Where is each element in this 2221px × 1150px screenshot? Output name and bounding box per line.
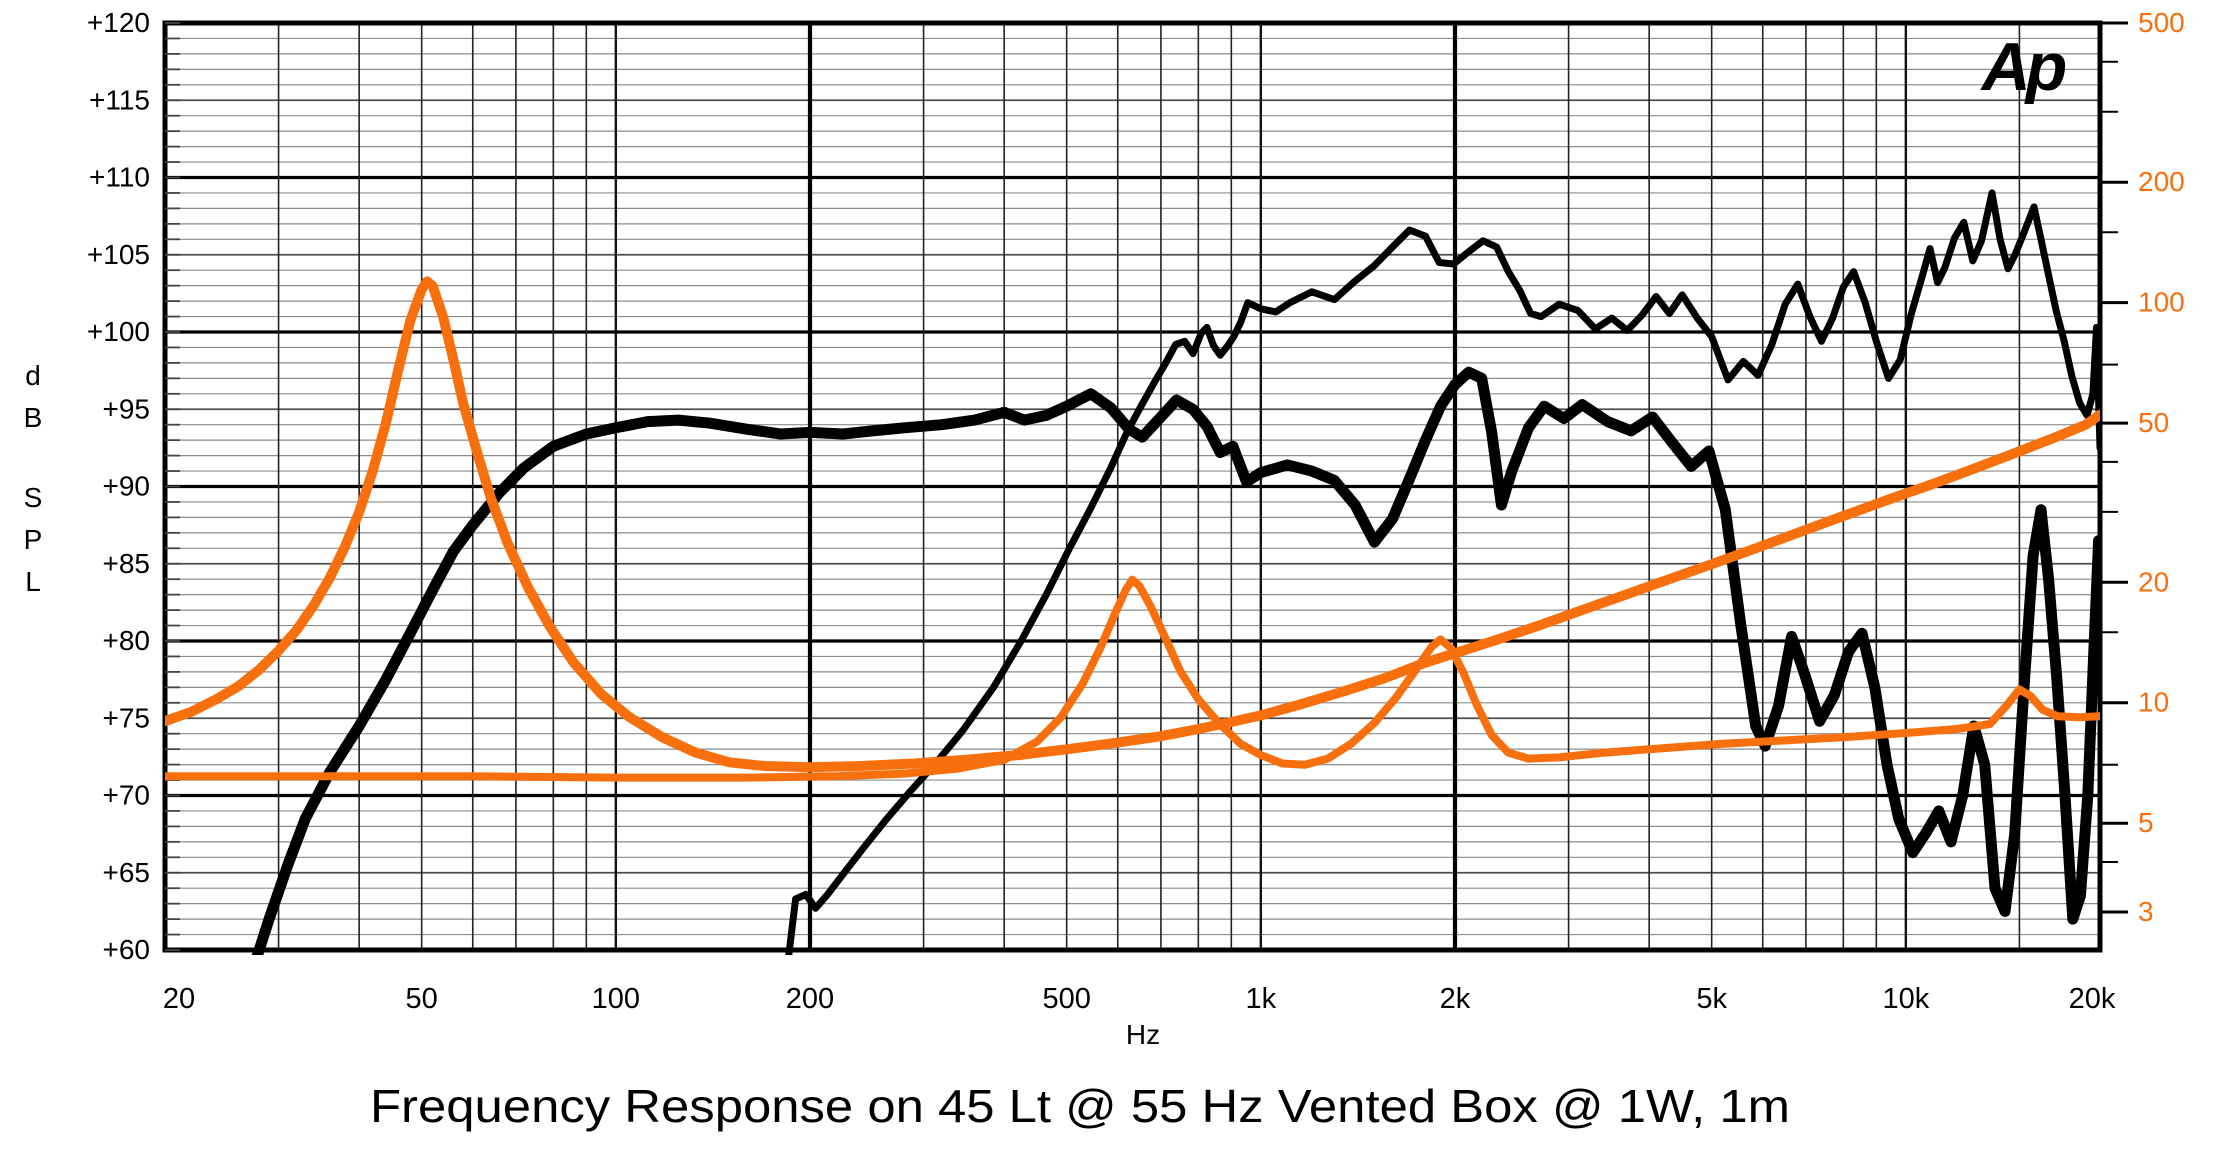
x-tick-label: 500 xyxy=(1042,983,1090,1015)
y-left-tick-label: +80 xyxy=(103,625,151,656)
x-tick-label: 5k xyxy=(1696,983,1727,1015)
y-axis-unit-letter: d xyxy=(25,360,41,391)
y-right-tick-label: 50 xyxy=(2138,407,2169,438)
y-left-tick-label: +90 xyxy=(103,471,151,502)
y-right-tick-label: 100 xyxy=(2138,287,2185,318)
y-left-tick-label: +70 xyxy=(103,780,151,811)
x-tick-label: 50 xyxy=(406,983,438,1015)
y-left-tick-label: +85 xyxy=(103,548,151,579)
x-tick-label: 20k xyxy=(2069,983,2116,1015)
y-left-tick-label: +105 xyxy=(87,239,150,270)
y-axis-unit-letter: L xyxy=(25,566,41,597)
x-tick-label: 100 xyxy=(592,983,640,1015)
y-right-tick-label: 5 xyxy=(2138,807,2154,838)
y-right-tick-label: 500 xyxy=(2138,7,2185,38)
y-left-tick-label: +110 xyxy=(89,162,150,193)
y-left-tick-label: +100 xyxy=(87,316,150,347)
x-tick-label: 200 xyxy=(786,983,834,1015)
curve-impedance-curve-b xyxy=(165,575,2100,782)
y-axis-unit-letter: P xyxy=(24,524,43,555)
y-left-tick-label: +75 xyxy=(103,702,151,733)
curve-spl-response-driver2 xyxy=(785,189,2100,955)
curve-spl-response-woofer xyxy=(251,366,2100,955)
x-tick-label: 2k xyxy=(1440,983,1471,1015)
y-left-tick-label: +60 xyxy=(103,934,151,965)
x-tick-label: 10k xyxy=(1882,983,1929,1015)
chart-title: Frequency Response on 45 Lt @ 55 Hz Vent… xyxy=(370,1080,1790,1132)
y-right-tick-label: 10 xyxy=(2138,687,2169,718)
y-right-tick-label: 20 xyxy=(2138,566,2169,597)
y-left-tick-label: +65 xyxy=(103,857,151,888)
y-right-tick-label: 200 xyxy=(2138,166,2185,197)
y-left-tick-label: +115 xyxy=(89,84,150,115)
curve-impedance-curve-a xyxy=(165,276,2100,773)
axis-labels: +60 +65 +70 +75 +80 +85 +90 +95 +100 +105 +110 +115… xyxy=(24,7,2185,1050)
y-left-tick-label: +95 xyxy=(103,393,151,424)
x-tick-label: 20 xyxy=(163,983,195,1015)
x-axis-label: Hz xyxy=(1126,1019,1160,1050)
grid-lines xyxy=(165,23,2100,950)
audio-precision-logo: Ap xyxy=(1980,29,2066,105)
y-axis-unit-letter: S xyxy=(24,482,43,513)
data-curves xyxy=(165,189,2100,955)
y-left-tick-label: +120 xyxy=(87,7,150,38)
x-tick-label: 1k xyxy=(1246,983,1277,1015)
y-axis-unit-letter: B xyxy=(24,402,43,433)
y-right-tick-label: 3 xyxy=(2138,896,2154,927)
